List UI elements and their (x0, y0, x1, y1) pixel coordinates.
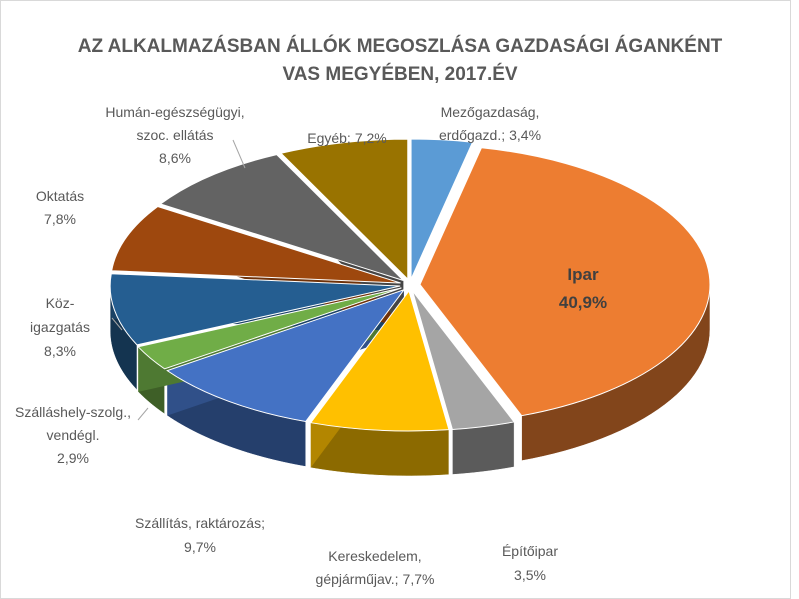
slice (411, 290, 516, 431)
data-label: Kereskedelem, gépjárműjav.; 7,7% (316, 548, 435, 587)
data-label: Szállítás, raktározás; 9,7% (135, 515, 265, 555)
data-label: Ipar 40,9% (559, 265, 607, 312)
value-label: 3,4% (509, 127, 541, 143)
value-label: 40,9% (559, 293, 607, 312)
chart-title: VAS MEGYÉBEN, 2017.ÉV (282, 63, 517, 85)
leader-line (111, 317, 123, 331)
slice (159, 154, 404, 281)
leader-line (137, 407, 149, 421)
data-label: Köz-igazgatás 8,3% (30, 295, 90, 359)
category-label: Mezőgazdaság, (441, 104, 540, 120)
category-label: Szállítás, raktározás; (135, 515, 265, 531)
category-label: Oktatás (36, 188, 84, 204)
slice (280, 138, 409, 281)
value-label: 8,3% (44, 343, 76, 359)
data-label: Építőipar 3,5% (502, 543, 558, 583)
slice (137, 287, 402, 370)
slice (309, 289, 450, 432)
category-label: Egyéb; (307, 130, 351, 146)
slice-tops (109, 138, 711, 432)
leader-lines (111, 139, 246, 421)
data-labels: Mezőgazdaság, erdőgazd.; 3,4% Ipar 40,9% Épít… (15, 104, 607, 587)
category-label: Szálláshely-szolg., (15, 404, 131, 420)
data-label: Szálláshely-szolg., vendégl. 2,9% (15, 404, 131, 466)
category-label: Építőipar (502, 543, 558, 559)
slice (109, 273, 401, 346)
category-label: igazgatás (30, 319, 90, 335)
data-label: Mezőgazdaság, erdőgazd.; 3,4% (439, 104, 541, 143)
value-label: 8,6% (159, 150, 191, 166)
category-label: Kereskedelem, (328, 548, 421, 564)
value-label: 7,8% (44, 211, 76, 227)
category-label: Köz- (46, 295, 75, 311)
leader-line (232, 139, 246, 169)
slice (166, 288, 406, 423)
slice (111, 205, 401, 284)
chart-title: AZ ALKALMAZÁSBAN ÁLLÓK MEGOSZLÁSA GAZDAS… (78, 35, 723, 57)
value-label: 7,7% (403, 571, 435, 587)
value-label: 7,2% (355, 130, 387, 146)
value-label: 3,5% (514, 567, 546, 583)
slice (410, 138, 474, 280)
data-label: Oktatás 7,8% (36, 188, 84, 227)
category-label: gépjárműjav.; (316, 571, 399, 587)
category-label: szoc. ellátás (136, 127, 213, 143)
category-label: Humán-egészségügyi, (105, 104, 244, 120)
value-label: 2,9% (57, 450, 89, 466)
data-label: Humán-egészségügyi, szoc. ellátás 8,6% (105, 104, 244, 166)
slice-side (452, 421, 515, 475)
data-label: Egyéb; 7,2% (307, 130, 387, 146)
slice (419, 147, 711, 417)
category-label: vendégl. (47, 427, 100, 443)
value-label: 9,7% (184, 539, 216, 555)
category-label: erdőgazd.; (439, 127, 505, 143)
category-label: Ipar (567, 265, 599, 284)
